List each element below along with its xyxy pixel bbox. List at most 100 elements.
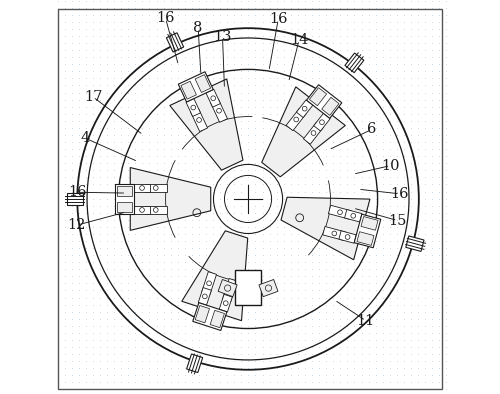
Point xyxy=(146,231,154,237)
Point xyxy=(181,12,189,18)
Point xyxy=(166,0,174,4)
Point xyxy=(386,125,394,131)
Polygon shape xyxy=(286,108,306,131)
Point xyxy=(174,386,182,392)
Point xyxy=(428,19,436,25)
Point xyxy=(75,132,83,138)
Point xyxy=(336,125,344,131)
Point xyxy=(117,238,125,244)
Point xyxy=(75,273,83,279)
Point xyxy=(258,386,266,392)
Point xyxy=(216,287,224,294)
Point xyxy=(124,224,132,230)
Point xyxy=(266,224,274,230)
Point xyxy=(110,252,118,258)
Point xyxy=(280,351,288,357)
Point xyxy=(350,316,358,322)
Point xyxy=(223,89,231,96)
Point xyxy=(223,266,231,272)
Point xyxy=(160,210,168,216)
Point xyxy=(103,118,111,124)
Point xyxy=(358,316,366,322)
Point xyxy=(166,5,174,11)
Point xyxy=(75,61,83,67)
Point xyxy=(181,146,189,152)
Point xyxy=(202,111,210,117)
Point xyxy=(138,294,146,301)
Point xyxy=(301,224,309,230)
Point xyxy=(386,146,394,152)
Point xyxy=(174,5,182,11)
Point xyxy=(364,210,372,216)
Point xyxy=(344,188,351,195)
Point xyxy=(280,309,288,315)
Point xyxy=(428,266,436,272)
Point xyxy=(146,146,154,152)
Point xyxy=(280,174,288,180)
Point xyxy=(358,280,366,286)
Point xyxy=(238,217,246,223)
Point xyxy=(89,5,97,11)
Point xyxy=(272,111,280,117)
Point xyxy=(202,104,210,110)
Point xyxy=(82,12,90,18)
Point xyxy=(132,330,140,336)
Point xyxy=(96,330,104,336)
Point xyxy=(350,379,358,385)
Point xyxy=(132,252,140,258)
Point xyxy=(244,0,252,4)
Point xyxy=(272,259,280,265)
Point xyxy=(400,203,408,209)
Point xyxy=(152,181,160,188)
Point xyxy=(202,294,210,301)
Point xyxy=(152,195,160,202)
Point xyxy=(272,146,280,152)
Point xyxy=(435,337,443,343)
Point xyxy=(216,323,224,329)
Point xyxy=(378,111,386,117)
Point xyxy=(230,266,238,272)
Point xyxy=(174,224,182,230)
Point xyxy=(372,210,380,216)
Point xyxy=(96,316,104,322)
Point xyxy=(96,111,104,117)
Point xyxy=(280,132,288,138)
Point xyxy=(60,160,68,166)
Point xyxy=(329,5,337,11)
Point xyxy=(364,75,372,82)
Point xyxy=(244,224,252,230)
Point xyxy=(428,188,436,195)
Point xyxy=(421,301,429,308)
Point xyxy=(266,231,274,237)
Point xyxy=(294,125,302,131)
Point xyxy=(350,386,358,392)
Point xyxy=(216,47,224,53)
Point xyxy=(272,379,280,385)
Point xyxy=(117,146,125,152)
Point xyxy=(358,68,366,74)
Point xyxy=(344,181,351,188)
Point xyxy=(216,167,224,173)
Point xyxy=(223,139,231,145)
Point xyxy=(188,188,196,195)
Point xyxy=(315,337,323,343)
Point xyxy=(209,40,217,46)
Point xyxy=(308,231,316,237)
Point xyxy=(160,358,168,364)
Point xyxy=(117,167,125,173)
Point xyxy=(414,153,422,159)
Point xyxy=(386,5,394,11)
Point xyxy=(195,386,203,392)
Point xyxy=(117,379,125,385)
Point xyxy=(160,160,168,166)
Point xyxy=(166,245,174,251)
Point xyxy=(301,33,309,39)
Point xyxy=(103,97,111,103)
Point xyxy=(393,167,401,173)
Point xyxy=(110,5,118,11)
Point xyxy=(336,245,344,251)
Point xyxy=(308,54,316,60)
Point xyxy=(202,344,210,350)
Point xyxy=(181,19,189,25)
Point xyxy=(110,344,118,350)
